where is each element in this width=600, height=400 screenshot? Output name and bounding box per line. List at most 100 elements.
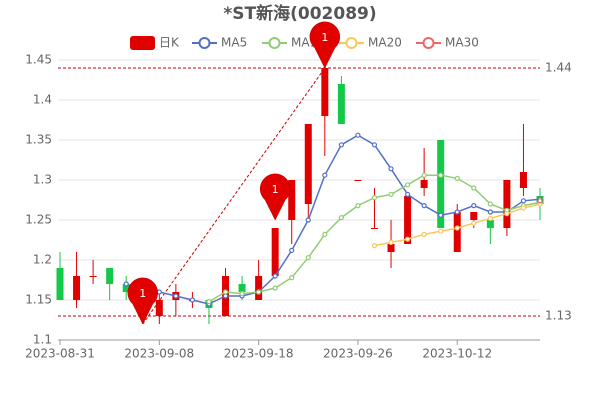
ma-point bbox=[322, 231, 328, 237]
ma-point bbox=[520, 205, 527, 211]
ma-point bbox=[338, 142, 344, 148]
ma-point bbox=[256, 289, 262, 295]
y-tick-label: 1.3 bbox=[33, 173, 52, 187]
candle-body bbox=[470, 212, 478, 220]
candle-body bbox=[73, 276, 81, 300]
legend-symbol bbox=[422, 37, 435, 49]
candle-body bbox=[420, 180, 428, 188]
x-tick-label: 2023-09-18 bbox=[224, 347, 294, 361]
marker-pin bbox=[259, 173, 291, 221]
ma-point bbox=[537, 198, 543, 204]
ma-point bbox=[487, 201, 493, 207]
legend-symbol bbox=[345, 37, 358, 49]
ma-point bbox=[471, 220, 477, 226]
chart-title: *ST新海(002089) bbox=[223, 3, 376, 24]
x-tick-label: 2023-10-12 bbox=[422, 347, 492, 361]
ma-point bbox=[322, 172, 328, 178]
candle-body bbox=[56, 268, 64, 300]
candle-body bbox=[453, 212, 461, 252]
y-tick-label: 1.45 bbox=[25, 53, 52, 67]
candle-body bbox=[238, 284, 246, 292]
ma-point bbox=[123, 281, 129, 287]
candle-body bbox=[122, 284, 130, 292]
ma-point bbox=[338, 215, 344, 221]
ma-point bbox=[438, 228, 444, 234]
legend-symbol bbox=[268, 37, 281, 49]
y-tick-label: 1.2 bbox=[33, 253, 52, 267]
ma-point bbox=[206, 299, 212, 305]
ma-point bbox=[438, 212, 444, 218]
ma-point bbox=[454, 209, 460, 215]
ma-point bbox=[289, 275, 295, 281]
candle-body bbox=[437, 140, 445, 228]
candle-body bbox=[503, 180, 511, 228]
candle-body bbox=[486, 220, 494, 228]
ma-point bbox=[371, 243, 378, 249]
ma-point bbox=[471, 185, 477, 191]
candle-body bbox=[370, 228, 378, 229]
legend-label: MA20 bbox=[368, 36, 402, 50]
ma-point bbox=[355, 132, 361, 138]
candle-body bbox=[288, 180, 296, 220]
ma-point bbox=[421, 231, 427, 237]
candle-body bbox=[354, 180, 362, 181]
candle-body bbox=[321, 68, 329, 116]
ma-point bbox=[305, 217, 311, 223]
marker-label: 1 bbox=[139, 287, 146, 300]
ma-point bbox=[289, 247, 295, 253]
candle-body bbox=[271, 228, 279, 276]
ma-point bbox=[471, 203, 477, 209]
ma-point bbox=[222, 289, 229, 295]
ma-point bbox=[421, 203, 427, 209]
candle-body bbox=[106, 268, 114, 284]
legend-symbol bbox=[198, 37, 211, 49]
ma-point bbox=[388, 166, 394, 172]
ma-point bbox=[239, 291, 245, 297]
ma-point bbox=[421, 172, 427, 178]
reference-label: 1.13 bbox=[545, 309, 572, 323]
ma-point bbox=[305, 255, 311, 261]
candle-body bbox=[89, 276, 97, 277]
ma-point bbox=[189, 297, 196, 303]
legend-symbol bbox=[130, 36, 155, 50]
ma-point bbox=[173, 293, 179, 299]
legend-label: MA5 bbox=[221, 36, 247, 50]
reference-label: 1.44 bbox=[545, 61, 572, 75]
x-tick-label: 2023-09-26 bbox=[323, 347, 393, 361]
ma-point bbox=[371, 195, 378, 201]
ma-point bbox=[404, 191, 411, 197]
candle-body bbox=[519, 172, 527, 188]
ma-point bbox=[487, 215, 493, 221]
ma-point bbox=[454, 225, 460, 231]
ma-point bbox=[504, 211, 510, 217]
y-tick-label: 1.1 bbox=[33, 333, 52, 347]
ma-point bbox=[355, 203, 361, 209]
candle-body bbox=[255, 276, 263, 300]
x-tick-label: 2023-08-31 bbox=[25, 347, 95, 361]
y-tick-label: 1.15 bbox=[25, 293, 52, 307]
ma-point bbox=[222, 293, 229, 299]
y-tick-label: 1.35 bbox=[25, 133, 52, 147]
legend-label: MA30 bbox=[445, 36, 479, 50]
x-tick-label: 2023-09-08 bbox=[124, 347, 194, 361]
ma-point bbox=[520, 198, 527, 204]
ma-point bbox=[487, 209, 493, 215]
ma-line bbox=[125, 134, 541, 305]
marker-pin bbox=[309, 21, 341, 69]
legend: 日K MA5 MA10 MA20 MA30 bbox=[130, 36, 479, 50]
ma-point bbox=[454, 175, 460, 181]
trend-line bbox=[142, 67, 326, 325]
ma-point bbox=[272, 273, 278, 279]
y-tick-label: 1.25 bbox=[25, 213, 52, 227]
ma-point bbox=[388, 191, 394, 197]
ma-point bbox=[388, 239, 394, 245]
candle-body bbox=[387, 244, 395, 252]
ma-point bbox=[438, 172, 444, 178]
marker-pin bbox=[127, 277, 159, 325]
ma-point bbox=[404, 236, 411, 242]
ma-point bbox=[371, 142, 378, 148]
candle-body bbox=[304, 124, 312, 204]
candle-body bbox=[404, 196, 412, 244]
y-tick-label: 1.4 bbox=[33, 93, 52, 107]
ma-point bbox=[272, 285, 278, 291]
